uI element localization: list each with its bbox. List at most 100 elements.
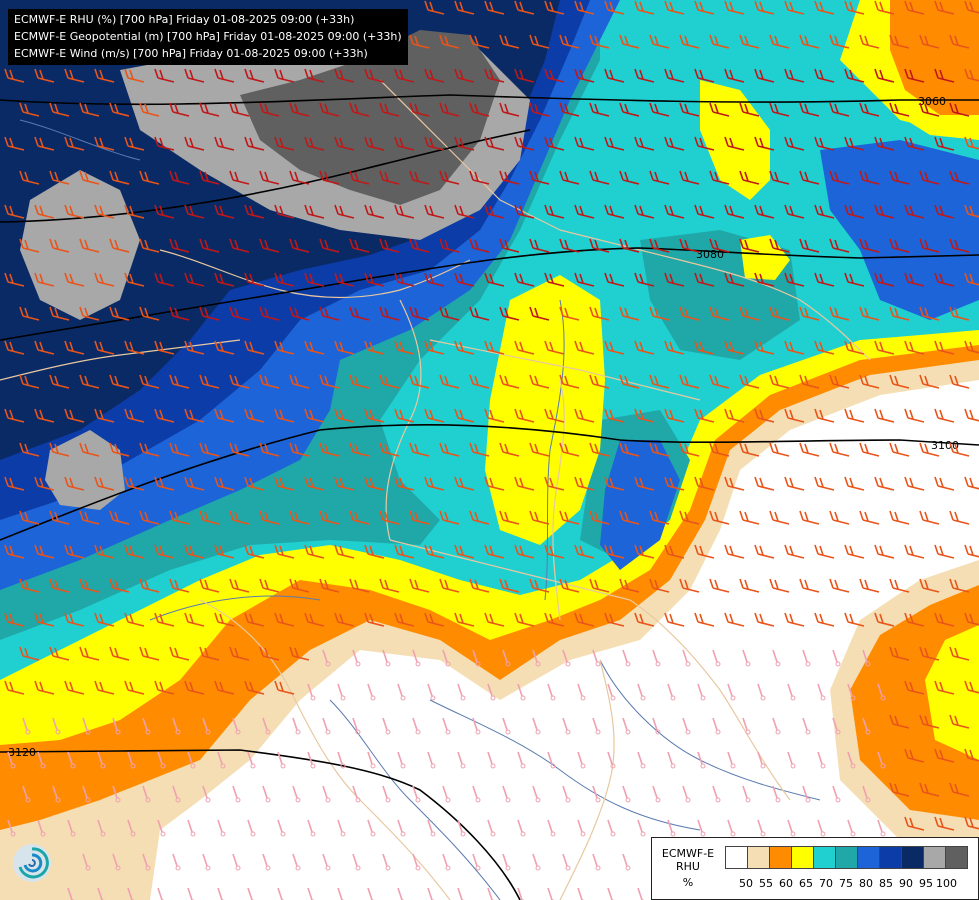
wind-barb [214,612,235,627]
wind-barb [409,442,430,457]
wind-barb [694,612,715,627]
wind-barb [19,374,40,389]
legend-swatch [725,846,748,869]
legend-swatch [857,846,880,869]
wind-barb [307,819,313,833]
wind-barb [4,612,25,627]
wind-barb [484,612,505,627]
wind-calm-mark [340,695,346,701]
wind-calm-mark [85,865,91,871]
wind-barb [157,819,163,833]
wind-barb [754,340,775,355]
wind-barb [664,612,685,627]
wind-barb [787,819,793,833]
wind-barb [787,683,793,697]
wind-barb [124,680,145,695]
wind-barb [784,204,805,219]
wind-barb [844,0,865,15]
wind-barb [79,510,100,525]
wind-barb [352,649,358,663]
wind-barb [559,442,580,457]
wind-barb [694,68,715,83]
wind-barb [64,476,85,491]
wind-calm-mark [685,661,691,667]
wind-barb [919,34,940,49]
wind-barb [187,887,193,900]
wind-barb [844,136,865,151]
wind-barb [259,646,280,661]
wind-barb [19,442,40,457]
wind-barb [919,646,940,661]
wind-barb [562,649,568,663]
wind-barb [574,204,595,219]
wind-barb [352,785,358,799]
wind-barb [112,717,118,731]
wind-calm-mark [490,831,496,837]
wind-calm-mark [190,763,196,769]
wind-calm-mark [850,695,856,701]
wind-barb [637,751,643,765]
wind-barb [424,612,445,627]
wind-barb [694,476,715,491]
wind-calm-mark [445,865,451,871]
wind-calm-mark [520,763,526,769]
wind-barb [577,683,583,697]
contour-label-3080: 3080 [696,248,724,261]
wind-barb [4,68,25,83]
wind-barb [844,204,865,219]
wind-barb [649,34,670,49]
wind-barb [634,408,655,423]
wind-barb [202,785,208,799]
wind-barb [664,340,685,355]
wind-barb [199,510,220,525]
wind-barb [679,102,700,117]
wind-barb [232,785,238,799]
wind-barb [757,683,763,697]
wind-barb [544,204,565,219]
wind-barb [424,68,445,83]
wind-barb [829,102,850,117]
wind-barb [154,68,175,83]
wind-calm-mark [55,797,61,803]
wind-barb [844,68,865,83]
wind-barb [829,306,850,321]
wind-barb [169,102,190,117]
wind-barb [919,374,940,389]
wind-barb [94,272,115,287]
wind-calm-mark [865,797,871,803]
wind-barb [94,408,115,423]
wind-barb [274,408,295,423]
wind-calm-mark [415,729,421,735]
wind-barb [484,204,505,219]
wind-barb [694,272,715,287]
wind-barb [664,476,685,491]
wind-barb [529,34,550,49]
wind-calm-mark [730,763,736,769]
wind-calm-mark [880,763,886,769]
wind-calm-mark [610,831,616,837]
wind-barb [4,272,25,287]
wind-barb [769,374,790,389]
wind-barb [682,649,688,663]
wind-barb [454,408,475,423]
wind-barb [784,612,805,627]
wind-calm-mark [220,763,226,769]
wind-barb [889,782,910,797]
wind-barb [499,510,520,525]
wind-barb [874,408,895,423]
wind-barb [634,136,655,151]
wind-calm-mark [70,831,76,837]
wind-barb [439,34,460,49]
wind-barb [412,717,418,731]
wind-barb [502,649,508,663]
wind-barb [724,408,745,423]
wind-barb [964,612,979,626]
wind-barb [889,374,910,389]
wind-calm-mark [355,865,361,871]
wind-barb [544,408,565,423]
wind-barb [214,544,235,559]
wind-barb [169,578,190,593]
wind-calm-mark [235,865,241,871]
wind-barb [4,680,25,695]
wind-barb [382,785,388,799]
